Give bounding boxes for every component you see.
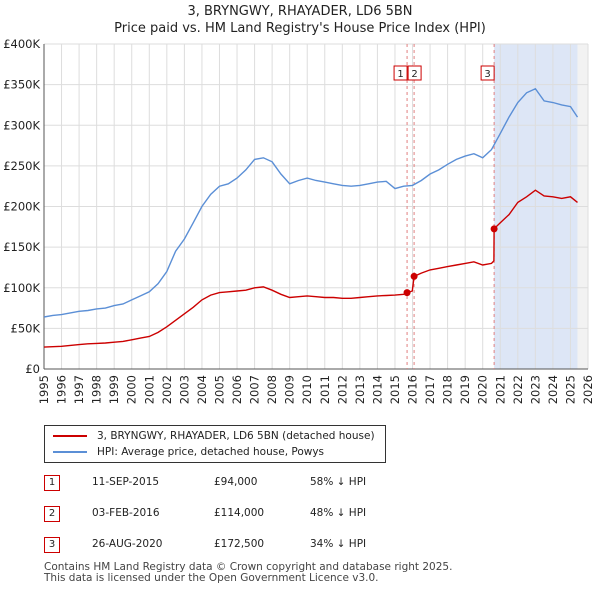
- x-tick-label: 2018: [441, 375, 455, 404]
- x-tick-label: 2003: [177, 375, 191, 404]
- sale-badge: 1: [44, 475, 60, 491]
- x-tick-label: 2007: [248, 375, 262, 404]
- x-tick-label: 2012: [335, 375, 349, 404]
- x-tick-label: 2005: [212, 375, 226, 404]
- x-tick-label: 2010: [300, 375, 314, 404]
- y-tick-label: £150K: [3, 240, 40, 254]
- property-line: [43, 189, 578, 348]
- y-tick-label: £350K: [3, 78, 40, 92]
- y-tick-label: £0: [25, 362, 40, 376]
- x-tick-label: 2001: [142, 375, 156, 404]
- sale-point: [410, 272, 418, 280]
- x-tick-label: 1998: [90, 375, 104, 404]
- sale-badge: 2: [44, 506, 60, 522]
- sale-marker-badge: [407, 65, 422, 81]
- x-tick-label: 2015: [388, 375, 402, 404]
- sale-point: [490, 225, 498, 233]
- legend-item-hpi: HPI: Average price, detached house, Powy…: [53, 444, 324, 460]
- chart-title-line2: Price paid vs. HM Land Registry's House …: [114, 21, 486, 36]
- sale-marker-badge: [480, 65, 495, 81]
- sale-marker-label: 2: [411, 69, 417, 80]
- sale-date: 11-SEP-2015: [92, 476, 160, 488]
- sale-date: 26-AUG-2020: [92, 538, 163, 550]
- sale-row: 2 03-FEB-2016 £114,000 48% ↓ HPI: [44, 506, 404, 524]
- legend-item-property: 3, BRYNGWY, RHAYADER, LD6 5BN (detached …: [53, 428, 375, 444]
- x-tick-label: 2025: [563, 375, 577, 404]
- chart-title-line1: 3, BRYNGWY, RHAYADER, LD6 5BN: [187, 4, 413, 19]
- sale-price: £172,500: [214, 538, 265, 550]
- x-tick-label: 2023: [528, 375, 542, 404]
- footer: Contains HM Land Registry data © Crown c…: [44, 562, 452, 584]
- x-tick-label: 1996: [55, 375, 69, 404]
- legend-swatch-property: [53, 435, 87, 437]
- footer-line2: This data is licensed under the Open Gov…: [44, 572, 379, 584]
- y-tick-label: £300K: [3, 118, 40, 132]
- legend: 3, BRYNGWY, RHAYADER, LD6 5BN (detached …: [44, 425, 386, 463]
- y-tick-label: £400K: [3, 37, 40, 51]
- x-tick-label: 2014: [370, 375, 384, 404]
- x-tick-label: 1997: [72, 375, 86, 404]
- price-chart: £0 £50K £100K £150K £200K £250K £300K £350K £400…: [3, 37, 595, 404]
- legend-label-hpi: HPI: Average price, detached house, Powy…: [97, 446, 325, 458]
- x-tick-label: 2024: [546, 375, 560, 404]
- sale-marker-label: 3: [484, 69, 490, 80]
- x-tick-label: 2011: [318, 375, 332, 404]
- x-tick-label: 2020: [476, 375, 490, 404]
- sale-badge: 3: [44, 537, 60, 553]
- sale-marker-label: 1: [397, 69, 403, 80]
- x-tick-label: 2008: [265, 375, 279, 404]
- x-tick-label: 2002: [160, 375, 174, 404]
- sale-row: 3 26-AUG-2020 £172,500 34% ↓ HPI: [44, 537, 404, 555]
- x-tick-label: 2019: [458, 375, 472, 404]
- chart-title: 3, BRYNGWY, RHAYADER, LD6 5BN Price paid…: [0, 3, 600, 37]
- y-tick-label: £200K: [3, 200, 40, 214]
- x-tick-label: 2009: [283, 375, 297, 404]
- sale-hpi-diff: 34% ↓ HPI: [310, 538, 367, 550]
- x-tick-label: 2004: [195, 375, 209, 404]
- x-tick-label: 2000: [125, 375, 139, 404]
- x-tick-label: 2022: [511, 375, 525, 404]
- x-tick-label: 2016: [406, 375, 420, 404]
- sale-marker-badge: [393, 65, 408, 81]
- x-tick-label: 2017: [423, 375, 437, 404]
- x-tick-label: 1995: [37, 375, 51, 404]
- y-tick-label: £50K: [11, 321, 41, 335]
- sale-hpi-diff: 58% ↓ HPI: [310, 476, 367, 488]
- sale-price: £94,000: [214, 476, 258, 488]
- x-tick-label: 2021: [493, 375, 507, 404]
- sale-date: 03-FEB-2016: [92, 507, 160, 519]
- hpi-line: [43, 87, 579, 318]
- sale-hpi-diff: 48% ↓ HPI: [310, 507, 367, 519]
- x-tick-label: 2026: [581, 375, 595, 404]
- y-tick-label: £100K: [3, 281, 40, 295]
- x-tick-label: 1999: [107, 375, 121, 404]
- y-tick-label: £250K: [3, 159, 40, 173]
- footer-line1: Contains HM Land Registry data © Crown c…: [44, 561, 453, 573]
- legend-swatch-hpi: [53, 451, 87, 453]
- x-tick-label: 2013: [353, 375, 367, 404]
- x-tick-label: 2006: [230, 375, 244, 404]
- sale-point: [403, 289, 411, 297]
- legend-label-property: 3, BRYNGWY, RHAYADER, LD6 5BN (detached …: [97, 430, 375, 442]
- sale-price: £114,000: [214, 507, 265, 519]
- sale-row: 1 11-SEP-2015 £94,000 58% ↓ HPI: [44, 475, 404, 493]
